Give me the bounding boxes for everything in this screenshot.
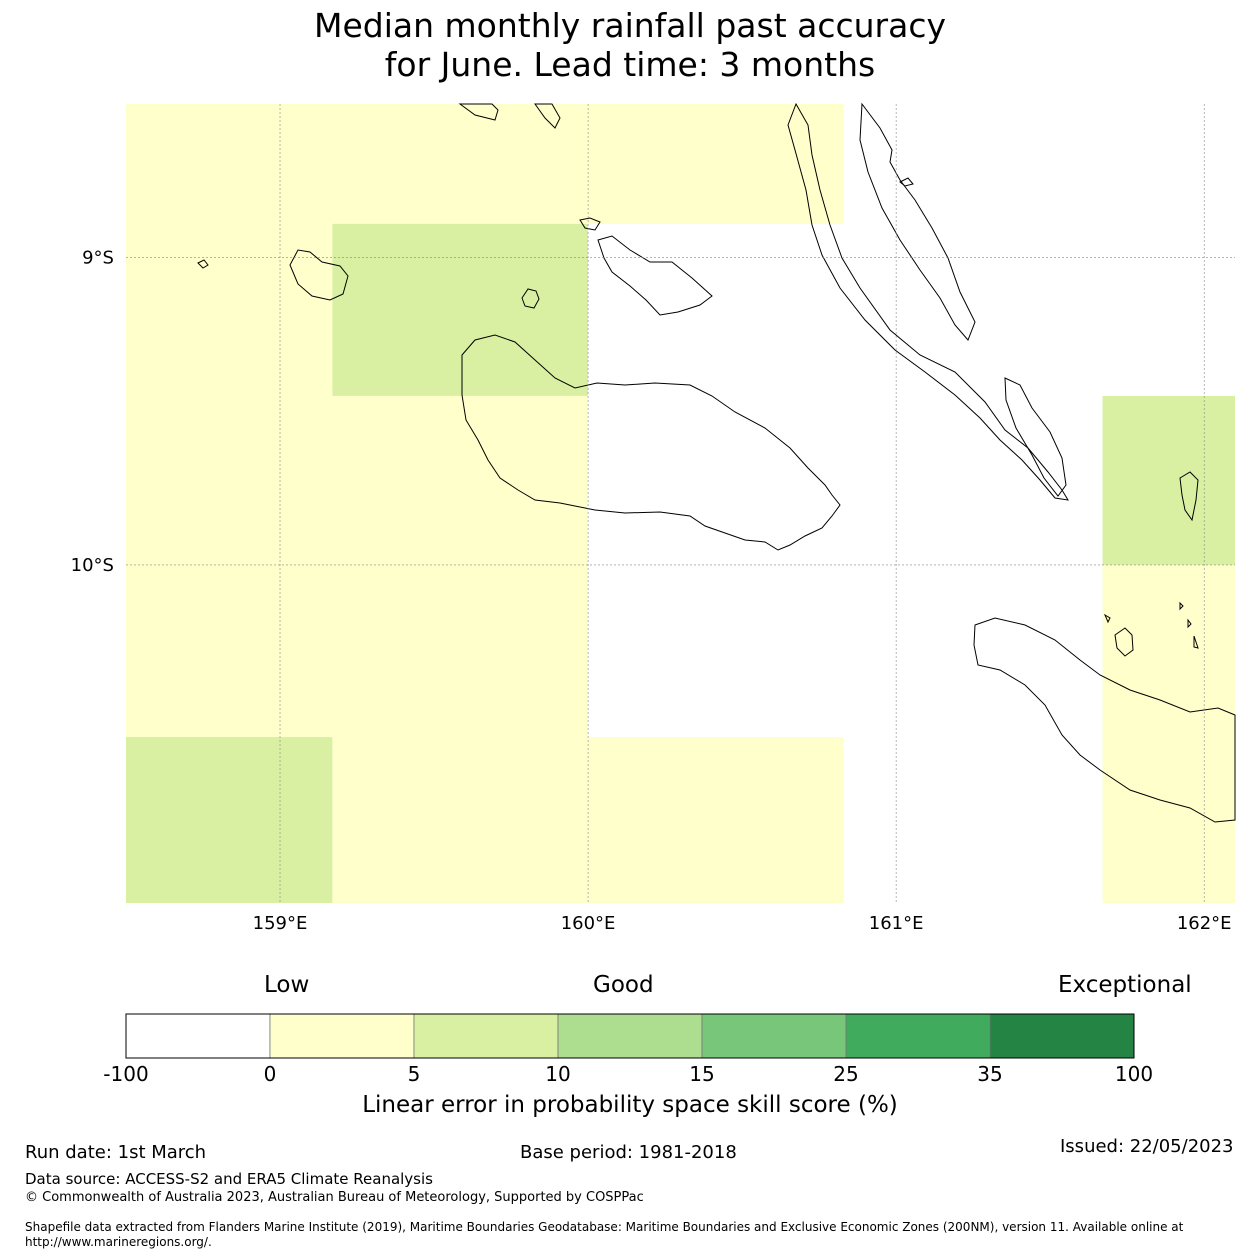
copyright: © Commonwealth of Australia 2023, Austra…	[25, 1190, 644, 1205]
coastline-small-malaita	[1004, 377, 1067, 497]
colorbar-segment	[845, 1013, 991, 1059]
lat-tick-label: 9°S	[82, 248, 114, 269]
lon-tick-label: 160°E	[561, 913, 616, 934]
colorbar-tick-label: 25	[833, 1062, 859, 1086]
coastline-mborokua	[197, 259, 209, 269]
skill-cell-5	[332, 737, 589, 903]
coastline-islet-4	[1193, 635, 1199, 649]
run-date: Run date: 1st March	[25, 1142, 207, 1163]
coastline-island-904	[899, 177, 914, 187]
coastlines	[197, 102, 1236, 823]
skill-cell-2	[332, 223, 589, 396]
colorbar-segment	[269, 1013, 415, 1059]
skill-cell-7	[1102, 395, 1235, 565]
coastline-makira	[973, 617, 1236, 823]
colorbar-tick-label: 0	[263, 1062, 277, 1086]
lon-tick-label: 161°E	[869, 913, 924, 934]
colorbar-label-low: Low	[264, 972, 310, 998]
colorbar-segment	[125, 1013, 271, 1059]
map-title: Median monthly rainfall past accuracy fo…	[313, 6, 947, 84]
colorbar-tick-label: 10	[545, 1062, 571, 1086]
data-source: Data source: ACCESS-S2 and ERA5 Climate …	[25, 1170, 433, 1188]
colorbar-tick-label: 35	[977, 1062, 1003, 1086]
colorbar-tick-label: 100	[1114, 1062, 1154, 1086]
colorbar-segment	[413, 1013, 559, 1059]
lon-tick-label: 159°E	[253, 913, 308, 934]
skill-cell-4	[126, 737, 333, 903]
skill-cell-6	[588, 737, 844, 903]
colorbar-segment	[557, 1013, 703, 1059]
lat-tick-label: 10°S	[71, 555, 114, 576]
graticule	[126, 104, 1235, 903]
shapefile-credit: Shapefile data extracted from Flanders M…	[25, 1220, 1184, 1249]
coastline-savo	[521, 288, 540, 309]
coastline-malaita	[787, 102, 1069, 501]
colorbar-tick-label: 5	[407, 1062, 421, 1086]
skill-cell-8	[1102, 564, 1235, 903]
colorbar-segment	[989, 1013, 1135, 1059]
base-period: Base period: 1981-2018	[520, 1142, 737, 1163]
coastline-guadalcanal	[461, 334, 841, 551]
coastline-north-islet	[579, 217, 601, 231]
skill-cell-1	[126, 223, 333, 396]
coastline-florida-north	[458, 103, 499, 121]
coastline-islet-3	[1187, 618, 1192, 629]
coastline-ulawa	[1179, 471, 1199, 522]
coastline-islet-1	[1103, 613, 1111, 624]
coastline-nggela	[597, 235, 713, 316]
issued-date: Issued: 22/05/2023	[1060, 1136, 1234, 1157]
lon-tick-label: 162°E	[1177, 913, 1232, 934]
colorbar-label-good: Good	[593, 972, 654, 998]
skill-cells	[126, 104, 1235, 903]
coastline-islet-2	[1179, 601, 1184, 611]
axis-labels: 159°E 160°E 161°E 162°E 9°S 10°S	[71, 248, 1232, 934]
colorbar	[125, 1013, 1135, 1059]
coastline-northern-malaita	[859, 102, 976, 341]
colorbar-outline	[125, 1013, 1135, 1059]
coastline-florida-north-2	[534, 103, 561, 129]
skill-cell-3	[126, 395, 589, 738]
coastline-ugi	[1114, 627, 1134, 657]
skill-cell-0	[126, 104, 844, 224]
coastline-russell-islands	[289, 249, 349, 301]
colorbar-tick-label: -100	[103, 1062, 149, 1086]
colorbar-label-exceptional: Exceptional	[1058, 972, 1192, 998]
colorbar-tick-label: 15	[689, 1062, 715, 1086]
colorbar-segment	[701, 1013, 847, 1059]
colorbar-caption: Linear error in probability space skill …	[362, 1092, 898, 1118]
